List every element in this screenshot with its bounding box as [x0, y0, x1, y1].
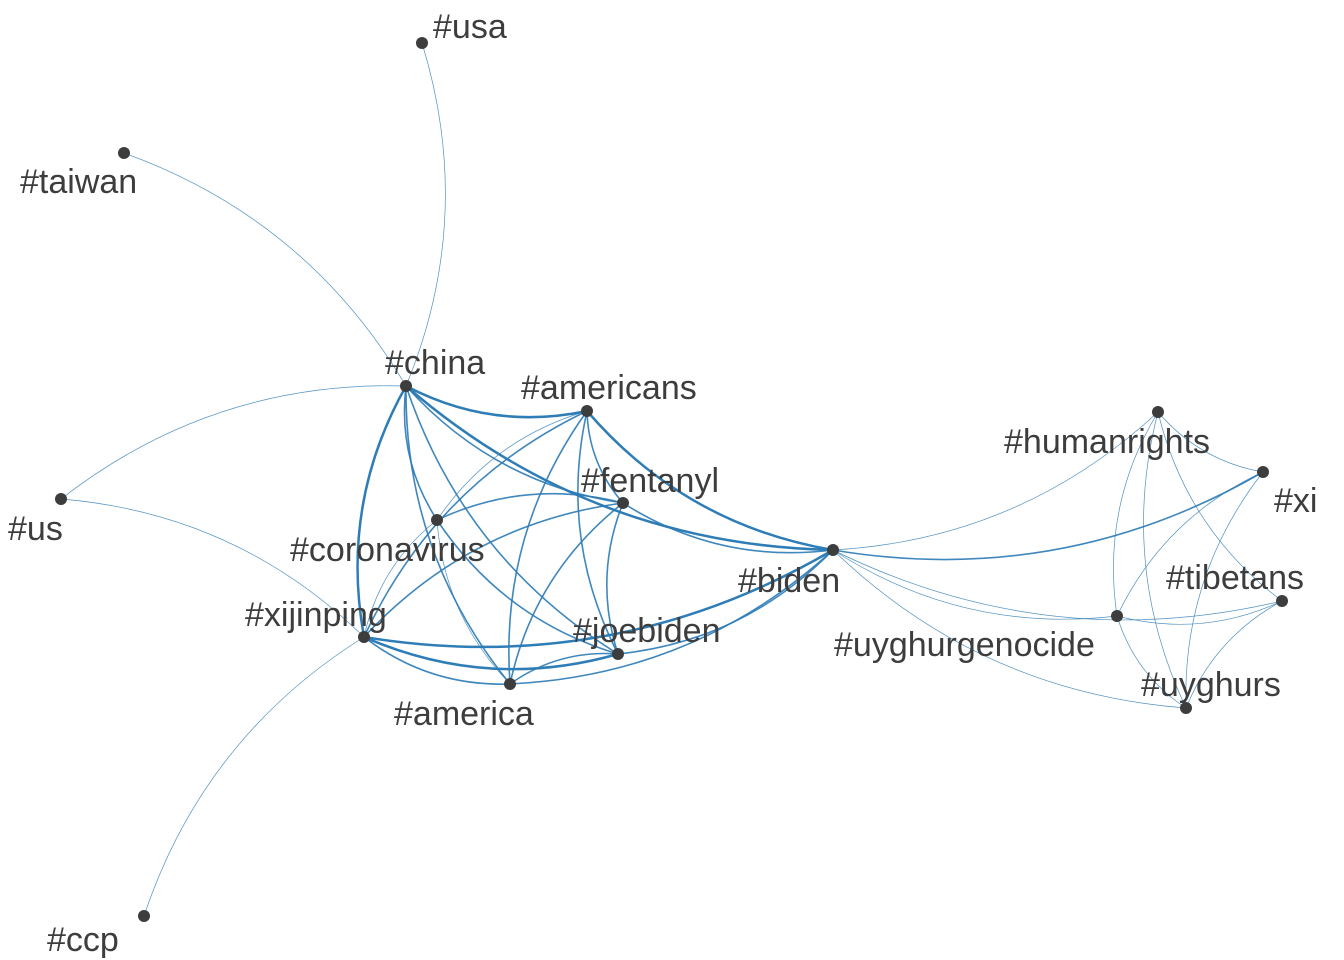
edge-americans-biden [585, 409, 835, 552]
edge-fentanyl-xijinping [363, 502, 624, 638]
edge-humanrights-uyghurs [1143, 411, 1187, 709]
edge-biden-tibetans [832, 549, 1283, 621]
edge-xijinping-america [363, 636, 511, 685]
edge-coronavirus-america [436, 519, 511, 685]
node-label-uyghurs: #uyghurs [1141, 666, 1281, 704]
edge-xijinping-joebiden [362, 635, 620, 671]
edge-china-america [405, 385, 511, 685]
node-label-xi: #xi [1274, 482, 1317, 520]
node-fentanyl [617, 497, 629, 509]
node-label-humanrights: #humanrights [1004, 423, 1210, 461]
edge-biden-uyghurs [832, 549, 1187, 709]
edge-americans-joebiden [577, 410, 619, 655]
edge-xi-uyghurgenocide [1116, 471, 1264, 617]
edge-xijinping-biden [362, 548, 835, 649]
node-label-uyghurgenocide: #uyghurgenocide [834, 626, 1095, 664]
edge-americans-coronavirus [436, 410, 588, 521]
node-label-joebiden: #joebiden [573, 612, 720, 650]
node-xijinping [358, 631, 370, 643]
edge-biden-xi [832, 471, 1264, 561]
node-label-xijinping: #xijinping [245, 596, 387, 634]
node-biden [827, 544, 839, 556]
nodes-layer [55, 37, 1288, 922]
node-tibetans [1276, 595, 1288, 607]
edge-joebiden-america [509, 652, 619, 685]
edge-fentanyl-coronavirus [436, 492, 624, 521]
node-xi [1257, 466, 1269, 478]
edge-coronavirus-xijinping [363, 519, 438, 638]
node-label-fentanyl: #fentanyl [581, 462, 719, 500]
node-label-americans: #americans [521, 369, 697, 407]
node-label-ccp: #ccp [47, 921, 119, 959]
node-label-america: #america [394, 695, 534, 733]
edge-tibetans-uyghurs [1185, 600, 1283, 709]
edge-biden-uyghurgenocide [832, 549, 1118, 620]
edge-xi-uyghurs [1185, 471, 1264, 709]
edge-uyghurgenocide-tibetans [1116, 600, 1283, 625]
node-america [504, 678, 516, 690]
edge-humanrights-tibetans [1157, 411, 1283, 602]
node-coronavirus [431, 514, 443, 526]
node-label-usa: #usa [433, 8, 507, 46]
edge-americans-fentanyl [586, 410, 624, 504]
node-label-taiwan: #taiwan [20, 163, 137, 201]
edge-china-americans [404, 384, 589, 419]
edge-xijinping-us [60, 498, 365, 638]
edge-uyghurgenocide-uyghurs [1116, 615, 1187, 709]
edge-fentanyl-biden [622, 502, 834, 554]
node-uyghurgenocide [1111, 610, 1123, 622]
node-uyghurs [1180, 702, 1192, 714]
edge-china-us [60, 385, 407, 500]
edge-fentanyl-joebiden [605, 502, 624, 655]
edge-china-taiwan [123, 152, 407, 387]
edge-biden-humanrights [832, 411, 1159, 551]
node-label-coronavirus: #coronavirus [290, 531, 485, 569]
edge-fentanyl-america [509, 502, 624, 685]
edge-america-biden [509, 549, 834, 685]
labels-layer: #usa #taiwan #china #americans #fentanyl #cor… [8, 8, 1317, 959]
node-label-china: #china [385, 344, 485, 382]
node-us [55, 493, 67, 505]
edge-china-usa [405, 42, 446, 387]
edge-humanrights-uyghurgenocide [1113, 411, 1159, 617]
node-ccp [138, 910, 150, 922]
node-china [400, 380, 412, 392]
node-taiwan [118, 147, 130, 159]
edge-americans-xijinping [363, 410, 588, 638]
edge-humanrights-xi [1157, 411, 1264, 473]
edge-china-xijinping [356, 384, 408, 639]
edge-coronavirus-joebiden [436, 519, 619, 655]
node-label-biden: #biden [738, 562, 840, 600]
node-americans [581, 405, 593, 417]
edge-xijinping-ccp [143, 636, 365, 917]
node-usa [416, 37, 428, 49]
edges-layer [60, 42, 1283, 917]
node-label-tibetans: #tibetans [1166, 559, 1304, 597]
edge-china-joebiden [405, 385, 619, 655]
node-label-us: #us [8, 510, 63, 548]
node-humanrights [1152, 406, 1164, 418]
node-joebiden [612, 648, 624, 660]
